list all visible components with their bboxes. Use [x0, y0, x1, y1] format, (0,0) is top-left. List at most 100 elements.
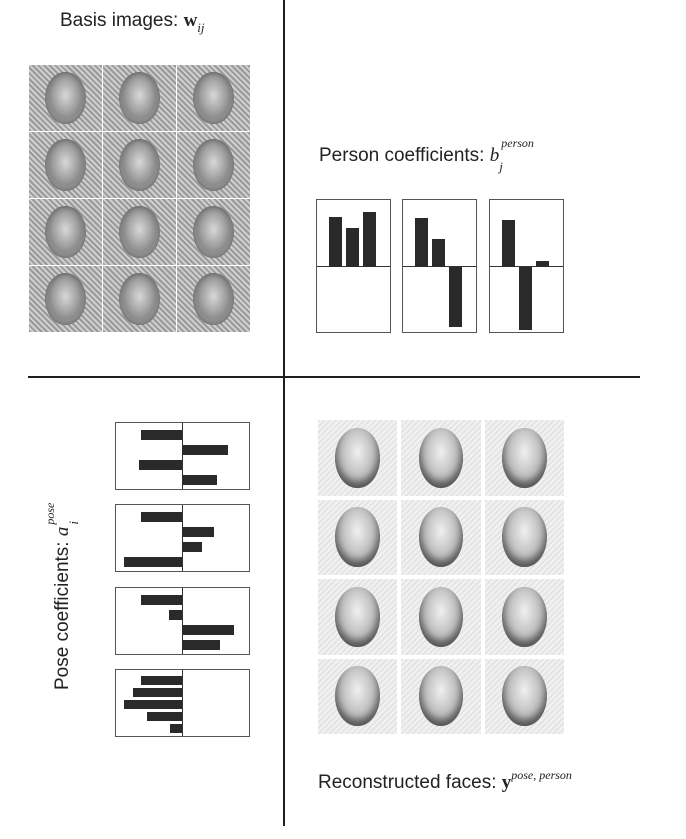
reconstructed-face	[318, 420, 398, 496]
reconstructed-face	[318, 658, 398, 734]
face-shape	[418, 666, 464, 727]
coefficient-bar	[502, 219, 515, 267]
basis-face-shape	[119, 205, 160, 259]
basis-image	[29, 266, 102, 332]
reconstructed-faces-grid	[318, 420, 568, 738]
pose-panel	[115, 587, 250, 655]
basis-title: Basis images: wij	[60, 10, 205, 35]
face-shape	[418, 427, 464, 488]
face-shape	[502, 427, 547, 488]
face-shape	[418, 507, 464, 568]
basis-face-shape	[193, 272, 234, 326]
basis-subscript: ij	[197, 20, 205, 35]
coefficient-bar	[329, 216, 342, 267]
coefficient-bar	[124, 699, 182, 709]
person-superscript: person	[501, 136, 534, 150]
person-label: Person coefficients:	[319, 145, 485, 166]
reconstructed-face	[401, 499, 481, 575]
basis-image	[177, 132, 250, 198]
zero-axis	[182, 423, 183, 489]
zero-axis	[490, 266, 563, 267]
basis-face-shape	[119, 272, 160, 326]
basis-face-shape	[119, 71, 160, 125]
pose-superscript: pose	[43, 502, 57, 525]
person-panel	[489, 199, 564, 333]
reconstructed-face	[318, 579, 398, 655]
basis-face-shape	[45, 138, 86, 192]
zero-axis	[182, 505, 183, 571]
face-shape	[335, 507, 380, 568]
coefficient-bar	[432, 238, 445, 267]
basis-image	[177, 266, 250, 332]
face-shape	[335, 427, 380, 488]
pose-panel	[115, 504, 250, 572]
basis-face-shape	[193, 138, 234, 192]
coefficient-bar	[182, 541, 203, 552]
basis-image	[29, 199, 102, 265]
face-shape	[418, 586, 464, 647]
coefficient-bar	[141, 594, 182, 605]
basis-face-shape	[193, 71, 234, 125]
basis-face-shape	[45, 205, 86, 259]
zero-axis	[182, 588, 183, 654]
horizontal-divider	[28, 376, 640, 378]
coefficient-bar	[141, 429, 182, 440]
pose-panel	[115, 669, 250, 737]
basis-face-shape	[193, 205, 234, 259]
reconstructed-face	[484, 499, 564, 575]
face-shape	[502, 507, 547, 568]
face-shape	[335, 666, 380, 727]
basis-image	[177, 65, 250, 131]
coefficient-bar	[141, 675, 182, 685]
person-panel	[402, 199, 477, 333]
basis-image	[29, 132, 102, 198]
pose-subscript: i	[66, 521, 81, 525]
coefficient-bar	[124, 556, 182, 567]
reconstructed-face	[401, 579, 481, 655]
coefficient-bar	[132, 687, 182, 697]
face-shape	[502, 586, 547, 647]
reconstructed-face	[484, 658, 564, 734]
face-shape	[335, 586, 380, 647]
zero-axis	[182, 670, 183, 736]
coefficient-bar	[415, 217, 428, 267]
person-symbol: b	[489, 145, 500, 166]
basis-image	[177, 199, 250, 265]
coefficient-bar	[182, 639, 220, 650]
pose-title: Pose coefficients: a pose i	[43, 487, 81, 690]
coefficient-bar	[519, 267, 532, 330]
coefficient-bar	[363, 211, 376, 267]
basis-image	[103, 266, 176, 332]
coefficient-bar	[536, 260, 549, 267]
coefficient-bar	[182, 444, 229, 455]
basis-face-shape	[119, 138, 160, 192]
coefficient-bar	[182, 526, 214, 537]
pose-label: Pose coefficients:	[52, 541, 73, 690]
coefficient-bar	[449, 267, 462, 327]
reconstructed-face	[318, 499, 398, 575]
coefficient-bar	[346, 227, 359, 267]
basis-label: Basis images:	[60, 10, 179, 31]
person-subscript: j	[499, 159, 503, 174]
reconstructed-face	[484, 579, 564, 655]
basis-symbol: w	[183, 10, 198, 31]
basis-image	[103, 132, 176, 198]
coefficient-bar	[138, 459, 182, 470]
reconstructed-face	[401, 658, 481, 734]
coefficient-bar	[141, 511, 182, 522]
coefficient-bar	[182, 474, 217, 485]
basis-face-shape	[45, 272, 86, 326]
recon-title: Reconstructed faces: ypose, person	[318, 768, 572, 794]
coefficient-bar	[147, 711, 182, 721]
reconstructed-face	[484, 420, 564, 496]
person-title: Person coefficients: b person j	[319, 136, 549, 174]
basis-image	[103, 199, 176, 265]
face-shape	[502, 666, 547, 727]
basis-image	[103, 65, 176, 131]
coefficient-bar	[182, 624, 235, 635]
recon-label: Reconstructed faces:	[318, 772, 497, 793]
coefficient-bar	[169, 609, 182, 620]
recon-superscript: pose, person	[511, 768, 572, 782]
person-panel	[316, 199, 391, 333]
recon-symbol: y	[501, 772, 512, 793]
